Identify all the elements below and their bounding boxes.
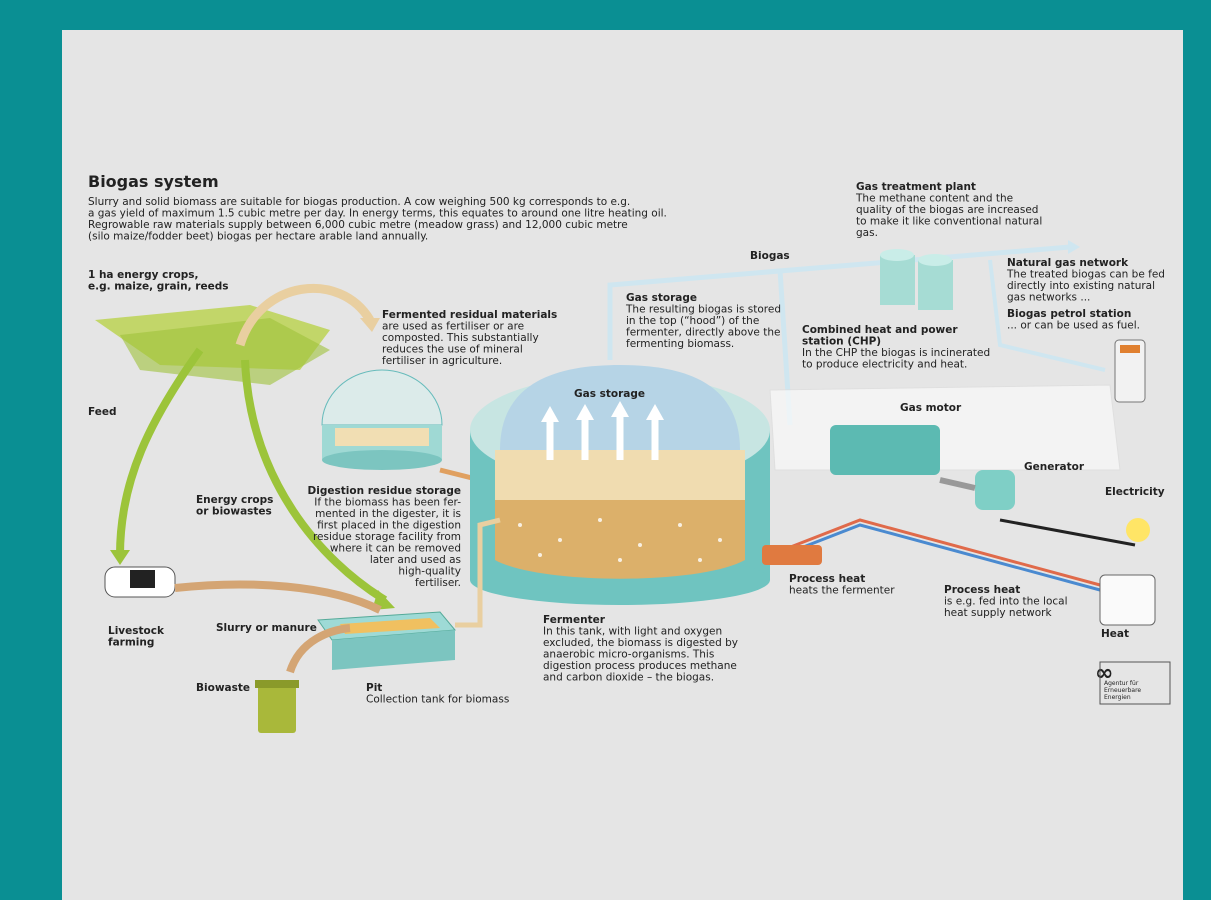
- label-heading: Gas motor: [900, 402, 962, 414]
- intro-line: a gas yield of maximum 1.5 cubic metre p…: [88, 208, 667, 220]
- label-body: first placed in the digestion: [317, 520, 461, 532]
- intro-line: (silo maize/fodder beet) biogas per hect…: [88, 231, 428, 243]
- label-heading: Feed: [88, 406, 117, 418]
- label-heading: Livestock: [108, 625, 165, 637]
- label-body: digestion process produces methane: [543, 660, 737, 672]
- label-body: fertiliser.: [415, 577, 461, 589]
- label-heading: station (CHP): [802, 336, 881, 348]
- label-heading: 1 ha energy crops,: [88, 269, 198, 281]
- label-body: gas networks ...: [1007, 292, 1090, 304]
- label-body: In this tank, with light and oxygen: [543, 626, 722, 638]
- label-heading: Slurry or manure: [216, 622, 317, 634]
- label-heading: Electricity: [1105, 486, 1165, 498]
- label-heading: Process heat: [789, 573, 865, 585]
- label-body: The methane content and the: [855, 193, 1013, 205]
- label-heading: Fermented residual materials: [382, 309, 557, 321]
- label-heading: Digestion residue storage: [308, 485, 461, 497]
- label-heading: e.g. maize, grain, reeds: [88, 281, 228, 293]
- label-heading: Combined heat and power: [802, 324, 958, 336]
- label-body: heats the fermenter: [789, 585, 895, 597]
- label-body: to produce electricity and heat.: [802, 359, 967, 371]
- label-body: to make it like conventional natural: [856, 216, 1042, 228]
- label-body: fermenting biomass.: [626, 338, 734, 350]
- label-body: quality of the biogas are increased: [856, 204, 1038, 216]
- label-body: directly into existing natural: [1007, 280, 1155, 292]
- label-body: The treated biogas can be fed: [1006, 269, 1165, 281]
- label-heading: Biogas: [750, 250, 790, 262]
- label-body: are used as fertiliser or are: [382, 321, 524, 333]
- label-heading: Natural gas network: [1007, 257, 1129, 269]
- label-body: where it can be removed: [330, 543, 461, 555]
- label-body: fermenter, directly above the: [626, 327, 780, 339]
- label-body: Collection tank for biomass: [366, 694, 509, 706]
- label-heading: Process heat: [944, 584, 1020, 596]
- label-heading: Generator: [1024, 461, 1085, 473]
- label-body: and carbon dioxide – the biogas.: [543, 672, 714, 684]
- label-heading: Gas treatment plant: [856, 181, 976, 193]
- label-body: in the top (“hood”) of the: [626, 315, 759, 327]
- label-body: composted. This substantially: [382, 332, 539, 344]
- label-heading: or biowastes: [196, 506, 272, 518]
- label-body: heat supply network: [944, 607, 1052, 619]
- diagram: ∞ Biogas system Slurry and solid biomass…: [0, 0, 1211, 900]
- label-heading: Biogas petrol station: [1007, 308, 1131, 320]
- label-body: gas.: [856, 227, 878, 239]
- label-heading: Energy crops: [196, 494, 273, 506]
- logo-text: Erneuerbare: [1104, 687, 1141, 694]
- label-body: The resulting biogas is stored: [625, 304, 781, 316]
- label-body: anaerobic micro-organisms. This: [543, 649, 714, 661]
- label-heading: Gas storage: [626, 292, 697, 304]
- label-body: excluded, the biomass is digested by: [543, 637, 738, 649]
- label-heading: Biowaste: [196, 682, 250, 694]
- intro-line: Slurry and solid biomass are suitable fo…: [88, 196, 630, 208]
- label-body: is e.g. fed into the local: [944, 596, 1068, 608]
- logo-text: Energien: [1104, 694, 1131, 701]
- label-body: In the CHP the biogas is incinerated: [802, 347, 990, 359]
- label-heading: farming: [108, 637, 154, 649]
- label-body: mented in the digester, it is: [315, 508, 461, 520]
- logo-text: Agentur für: [1104, 680, 1139, 687]
- label-body: If the biomass has been fer-: [314, 497, 461, 509]
- label-heading: Fermenter: [543, 614, 606, 626]
- intro-line: Regrowable raw materials supply between …: [88, 219, 628, 231]
- label-body: reduces the use of mineral: [382, 344, 523, 356]
- label-body: fertiliser in agriculture.: [382, 355, 502, 367]
- label-body: ... or can be used as fuel.: [1007, 320, 1140, 332]
- title: Biogas system: [88, 172, 219, 191]
- label-body: later and used as: [370, 554, 461, 566]
- label-heading: Gas storage: [574, 388, 645, 400]
- label-body: high-quality: [398, 566, 461, 578]
- page: ∞ Biogas system Slurry and solid biomass…: [0, 0, 1211, 900]
- label-heading: Heat: [1101, 628, 1129, 640]
- label-heading: Pit: [366, 682, 382, 694]
- label-body: residue storage facility from: [313, 531, 461, 543]
